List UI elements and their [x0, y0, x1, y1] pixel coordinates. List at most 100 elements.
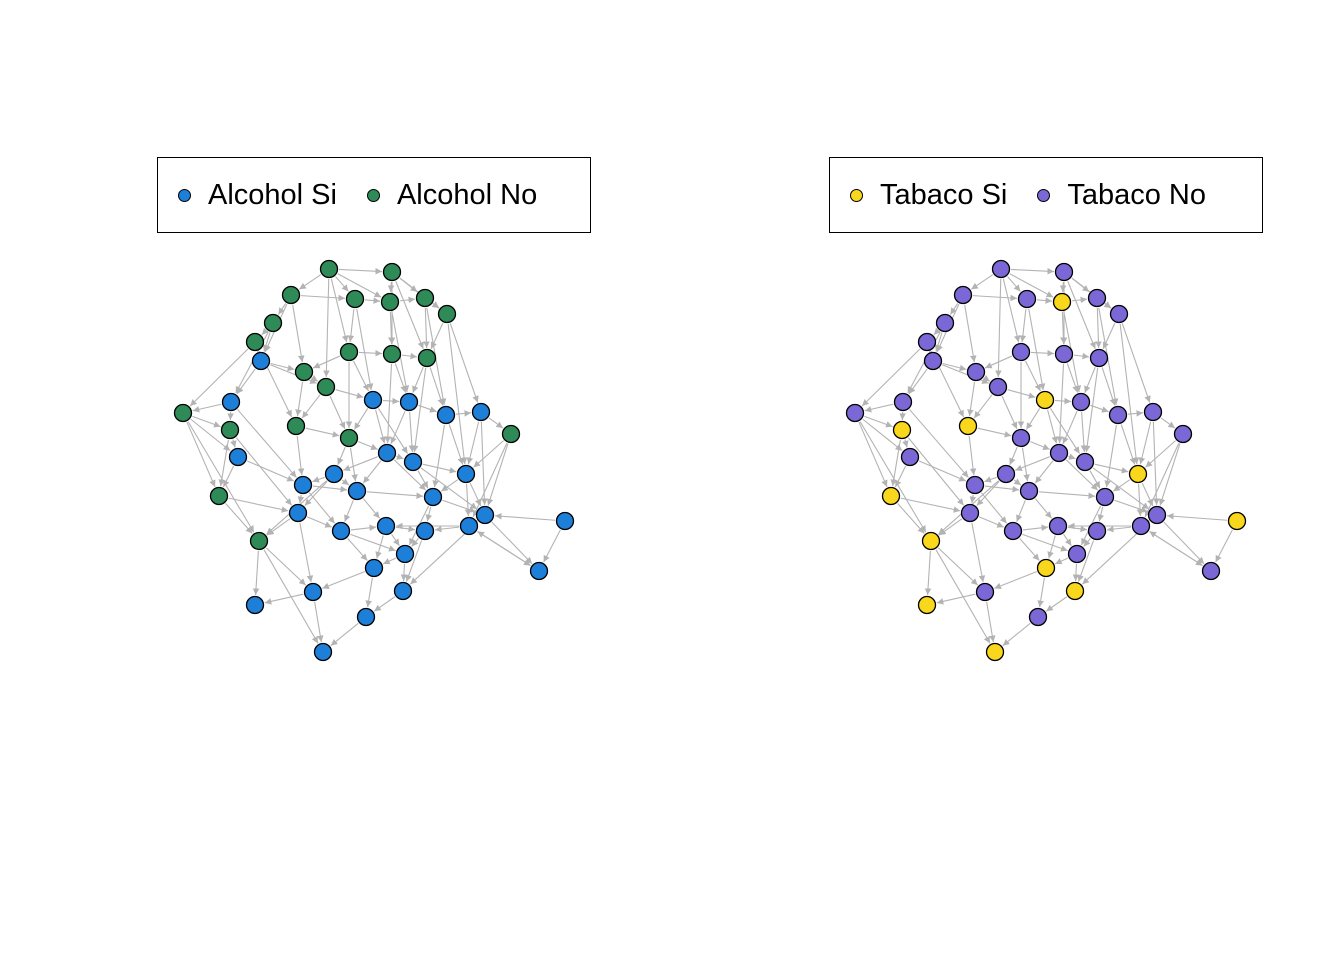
tabaco-edge — [979, 516, 1004, 528]
alcohol-edge — [391, 533, 400, 547]
tabaco-edge — [861, 348, 921, 407]
tabaco-edge — [900, 497, 961, 513]
tabaco-edge — [1047, 409, 1058, 444]
tabaco-node — [923, 351, 943, 371]
tabaco-edge — [1062, 410, 1078, 445]
tabaco-edge — [949, 303, 959, 315]
alcohol-edge — [358, 349, 383, 357]
alcohol-node — [380, 292, 400, 312]
tabaco-edge — [977, 427, 1012, 438]
tabaco-node — [965, 475, 985, 495]
alcohol-edge — [387, 281, 395, 293]
tabaco-edge — [980, 492, 1008, 524]
alcohol-node — [286, 416, 306, 436]
tabaco-edge — [937, 547, 979, 586]
tabaco-node — [1054, 344, 1074, 364]
alcohol-node — [209, 486, 229, 506]
tabaco-node — [1028, 607, 1048, 627]
alcohol-edge — [486, 443, 509, 506]
legend-label-tabaco-no: Tabaco No — [1067, 178, 1207, 211]
alcohol-edge — [477, 530, 531, 567]
tabaco-edge — [1024, 360, 1042, 392]
tabaco-edge — [972, 294, 1018, 302]
alcohol-edge — [382, 557, 397, 565]
tabaco-edge — [1054, 557, 1069, 565]
tabaco-edge — [1047, 535, 1056, 559]
alcohol-edge — [338, 267, 383, 275]
tabaco-edge — [1016, 500, 1026, 522]
tabaco-edge — [1092, 467, 1150, 510]
alcohol-node — [415, 521, 435, 541]
alcohol-edge — [263, 549, 319, 644]
alcohol-edge — [353, 408, 369, 430]
alcohol-edge — [423, 307, 430, 349]
tabaco-edge — [1009, 447, 1018, 465]
tabaco-edge — [1028, 308, 1046, 391]
alcohol-node — [251, 351, 271, 371]
tabaco-node — [1095, 487, 1115, 507]
tabaco-edge — [938, 518, 963, 536]
tabaco-edge — [1045, 596, 1068, 612]
alcohol-nodes — [173, 259, 575, 662]
tabaco-node — [1108, 405, 1128, 425]
tabaco-edge — [918, 460, 967, 482]
tabaco-node — [1017, 289, 1037, 309]
alcohol-edge — [237, 409, 297, 478]
alcohol-edge — [307, 516, 332, 528]
alcohol-node — [456, 464, 476, 484]
tabaco-edge — [986, 601, 996, 643]
tabaco-edge — [933, 327, 941, 336]
alcohol-node — [437, 304, 457, 324]
alcohol-node — [313, 642, 333, 662]
tabaco-edge — [1104, 424, 1117, 488]
tabaco-edge — [942, 362, 967, 372]
alcohol-node — [319, 259, 339, 279]
tabaco-edge — [942, 364, 989, 384]
alcohol-node — [475, 505, 495, 525]
alcohol-edge — [362, 498, 381, 519]
alcohol-edge — [228, 497, 289, 513]
tabaco-edge — [894, 465, 907, 488]
alcohol-edge — [472, 442, 508, 518]
tabaco-node — [966, 362, 986, 382]
tabaco-edge — [994, 571, 1037, 589]
alcohol-edge — [304, 480, 328, 507]
alcohol-edge — [297, 494, 305, 504]
alcohol-edge — [364, 297, 381, 304]
tabaco-node — [953, 285, 973, 305]
alcohol-edge — [341, 478, 350, 486]
tabaco-edge — [1038, 491, 1096, 499]
alcohol-edge — [350, 524, 377, 532]
alcohol-node — [403, 452, 423, 472]
tabaco-edge — [1144, 442, 1180, 518]
alcohol-edge — [335, 276, 349, 292]
alcohol-edge — [442, 499, 476, 513]
tabaco-edge — [1009, 273, 1054, 298]
tabaco-node — [1049, 443, 1069, 463]
alcohol-node — [316, 377, 336, 397]
legend-item-alcohol-no: Alcohol No — [366, 179, 537, 212]
tabaco-edge — [909, 409, 969, 478]
tabaco-node — [1227, 511, 1247, 531]
tabaco-edge — [1022, 524, 1049, 532]
legend-marker-alcohol-si — [178, 188, 191, 202]
alcohol-edge — [312, 476, 325, 483]
alcohol-edge — [388, 311, 395, 345]
alcohol-node — [393, 581, 413, 601]
alcohol-edge — [377, 408, 409, 454]
tabaco-node — [1087, 521, 1107, 541]
tabaco-node — [1003, 521, 1023, 541]
tabaco-node — [975, 582, 995, 602]
alcohol-node — [529, 561, 549, 581]
tabaco-node — [1147, 505, 1167, 525]
alcohol-edge — [252, 550, 260, 596]
alcohol-edge — [447, 323, 468, 465]
alcohol-node — [555, 511, 575, 531]
tabaco-node — [900, 447, 920, 467]
alcohol-edge — [373, 596, 396, 612]
legend-marker-tabaco-no — [1037, 188, 1051, 202]
alcohol-node — [364, 558, 384, 578]
tabaco-edge — [858, 421, 888, 488]
tabaco-edge — [1120, 424, 1136, 465]
alcohol-edge — [187, 421, 255, 533]
